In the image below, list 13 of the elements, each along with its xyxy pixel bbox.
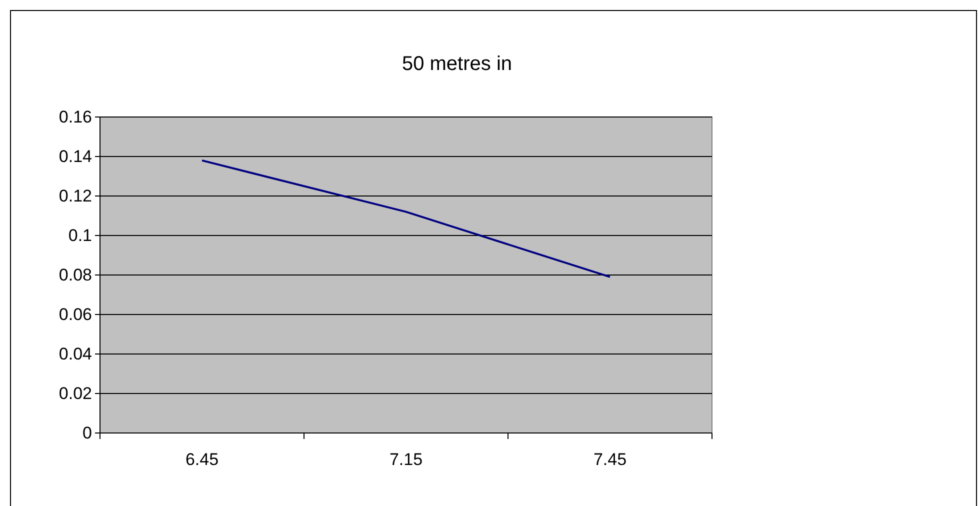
y-tick-label: 0 bbox=[82, 423, 92, 442]
x-tick-label: 7.15 bbox=[389, 450, 423, 470]
y-tick-label: 0.06 bbox=[58, 304, 92, 324]
chart-title: 50 metres in bbox=[402, 53, 512, 75]
y-tick-label: 0.04 bbox=[58, 344, 92, 364]
y-tick-label: 0.16 bbox=[58, 107, 92, 126]
y-tick-label: 0.1 bbox=[68, 226, 92, 245]
y-tick-label: 0.14 bbox=[58, 146, 92, 166]
y-tick-label: 0.02 bbox=[58, 384, 92, 403]
y-tick-label: 0.12 bbox=[58, 186, 92, 206]
x-tick-label: 6.45 bbox=[185, 450, 219, 470]
y-tick-label: 0.08 bbox=[58, 265, 92, 284]
x-tick-label: 7.45 bbox=[593, 450, 627, 470]
